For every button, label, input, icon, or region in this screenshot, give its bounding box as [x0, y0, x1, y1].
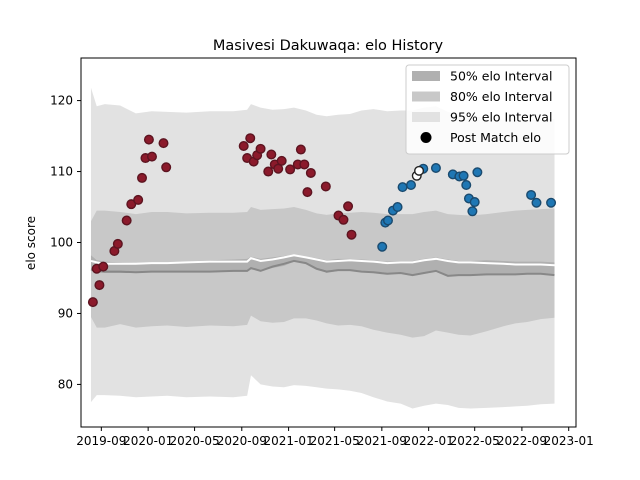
legend-label: 50% elo Interval: [450, 69, 552, 84]
x-tick-label: 2022-09: [497, 434, 547, 448]
post-match-elo-point: [255, 143, 266, 154]
post-match-elo-point: [158, 138, 169, 149]
x-tick-label: 2020-05: [170, 434, 220, 448]
post-match-elo-point: [276, 155, 287, 166]
chart-title: Masivesi Dakuwaqa: elo History: [213, 38, 444, 54]
post-match-elo-point: [266, 149, 277, 160]
x-tick-label: 2021-01: [264, 434, 314, 448]
post-match-elo-point: [546, 197, 557, 208]
post-match-elo-point: [461, 180, 472, 191]
post-match-elo-point: [295, 144, 306, 155]
x-tick-label: 2020-09: [217, 434, 267, 448]
band-80-interval: [90, 207, 555, 338]
post-match-elo-point: [392, 202, 403, 213]
y-tick-label: 80: [58, 377, 73, 391]
y-tick-label: 90: [58, 306, 73, 320]
x-tick-label: 2020-01: [123, 434, 173, 448]
x-tick-label: 2021-09: [357, 434, 407, 448]
axes: 2019-092020-012020-052020-092021-012021-…: [50, 57, 594, 448]
x-tick-label: 2023-01: [544, 434, 594, 448]
median-elo-line: [90, 259, 555, 277]
post-match-elo-point: [87, 297, 98, 308]
post-match-elo-point: [299, 159, 310, 170]
y-axis-label: elo score: [24, 216, 38, 270]
post-match-elo-point: [414, 165, 425, 176]
mean-elo-line: [90, 254, 555, 267]
legend-label: Post Match elo: [450, 130, 541, 145]
post-match-elo-point: [382, 215, 393, 226]
legend-swatch: [412, 91, 440, 102]
post-match-elo-point: [137, 172, 148, 183]
post-match-elo-point: [397, 182, 408, 193]
legend-swatch: [412, 71, 440, 81]
post-match-elo-point: [98, 261, 109, 272]
post-match-elo-point: [406, 180, 417, 191]
post-match-elo-point: [377, 241, 388, 252]
post-match-elo-point: [245, 133, 256, 144]
post-match-elo-point: [343, 201, 354, 212]
post-match-elo-point: [320, 181, 331, 192]
post-match-elo-point: [302, 187, 313, 198]
y-tick-label: 110: [50, 165, 73, 179]
post-match-elo-point: [161, 162, 172, 173]
x-tick-label: 2021-05: [310, 434, 360, 448]
post-match-elo-point: [263, 166, 274, 177]
x-tick-label: 2022-01: [404, 434, 454, 448]
post-match-elo-point: [112, 238, 123, 249]
post-match-elo-point: [94, 280, 105, 291]
post-match-elo-point: [133, 194, 144, 205]
plot-area: [87, 87, 557, 409]
post-match-elo-point: [458, 170, 469, 181]
post-match-elo-point: [430, 162, 441, 173]
post-match-elo-point: [121, 215, 132, 226]
y-tick-label: 120: [50, 94, 73, 108]
post-match-elo-point: [338, 214, 349, 225]
legend-box: [405, 64, 570, 155]
y-tick-label: 100: [50, 236, 73, 250]
post-match-elo-point: [238, 140, 249, 151]
post-match-elo-point: [143, 134, 154, 145]
post-match-elo-point: [472, 167, 483, 178]
legend-label: 95% elo Interval: [450, 110, 552, 125]
x-tick-label: 2022-05: [450, 434, 500, 448]
x-tick-label: 2019-09: [76, 434, 126, 448]
post-match-elo-point: [305, 167, 316, 178]
post-match-elo-point: [346, 229, 357, 240]
post-match-elo-point: [469, 197, 480, 208]
legend-label: 80% elo Interval: [450, 89, 552, 104]
post-match-elo-point: [531, 197, 542, 208]
post-match-elo-point: [285, 164, 296, 175]
post-match-elo-point: [467, 206, 478, 217]
legend: 50% elo Interval 80% elo Interval 95% elo …: [405, 64, 570, 155]
post-match-elo-point: [526, 189, 537, 200]
legend-marker: [420, 132, 432, 143]
post-match-elo-point: [146, 151, 157, 162]
legend-swatch: [412, 112, 440, 122]
